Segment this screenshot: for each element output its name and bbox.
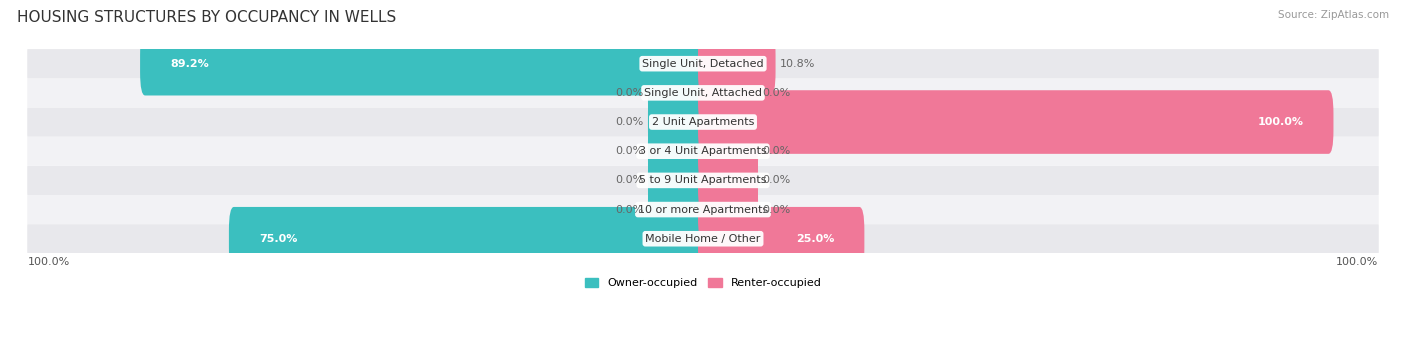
Text: 0.0%: 0.0% xyxy=(616,88,644,98)
Text: 0.0%: 0.0% xyxy=(616,146,644,156)
FancyBboxPatch shape xyxy=(648,119,709,183)
FancyBboxPatch shape xyxy=(648,178,709,241)
Text: 89.2%: 89.2% xyxy=(170,59,209,69)
Text: 100.0%: 100.0% xyxy=(1336,257,1378,267)
FancyBboxPatch shape xyxy=(697,32,776,95)
FancyBboxPatch shape xyxy=(27,78,1379,107)
Text: 2 Unit Apartments: 2 Unit Apartments xyxy=(652,117,754,127)
FancyBboxPatch shape xyxy=(27,107,1379,137)
FancyBboxPatch shape xyxy=(697,90,1333,154)
Text: 3 or 4 Unit Apartments: 3 or 4 Unit Apartments xyxy=(640,146,766,156)
FancyBboxPatch shape xyxy=(27,224,1379,253)
FancyBboxPatch shape xyxy=(697,119,758,183)
Text: 10 or more Apartments: 10 or more Apartments xyxy=(638,205,768,214)
FancyBboxPatch shape xyxy=(27,137,1379,166)
FancyBboxPatch shape xyxy=(648,61,709,125)
FancyBboxPatch shape xyxy=(141,32,709,95)
Text: 0.0%: 0.0% xyxy=(762,175,790,186)
Text: Source: ZipAtlas.com: Source: ZipAtlas.com xyxy=(1278,10,1389,20)
Text: HOUSING STRUCTURES BY OCCUPANCY IN WELLS: HOUSING STRUCTURES BY OCCUPANCY IN WELLS xyxy=(17,10,396,25)
Text: 100.0%: 100.0% xyxy=(1257,117,1303,127)
Text: 0.0%: 0.0% xyxy=(616,117,644,127)
Text: Mobile Home / Other: Mobile Home / Other xyxy=(645,234,761,244)
FancyBboxPatch shape xyxy=(27,166,1379,195)
Text: 0.0%: 0.0% xyxy=(762,205,790,214)
FancyBboxPatch shape xyxy=(648,90,709,154)
FancyBboxPatch shape xyxy=(697,149,758,212)
FancyBboxPatch shape xyxy=(697,207,865,270)
FancyBboxPatch shape xyxy=(27,49,1379,78)
Text: 0.0%: 0.0% xyxy=(616,205,644,214)
FancyBboxPatch shape xyxy=(27,195,1379,224)
FancyBboxPatch shape xyxy=(697,61,758,125)
Text: 10.8%: 10.8% xyxy=(780,59,815,69)
Text: 100.0%: 100.0% xyxy=(28,257,70,267)
Text: Single Unit, Detached: Single Unit, Detached xyxy=(643,59,763,69)
Text: 0.0%: 0.0% xyxy=(616,175,644,186)
Text: 25.0%: 25.0% xyxy=(796,234,834,244)
FancyBboxPatch shape xyxy=(229,207,709,270)
Text: 0.0%: 0.0% xyxy=(762,88,790,98)
Text: 0.0%: 0.0% xyxy=(762,146,790,156)
Text: 5 to 9 Unit Apartments: 5 to 9 Unit Apartments xyxy=(640,175,766,186)
FancyBboxPatch shape xyxy=(648,149,709,212)
Text: 75.0%: 75.0% xyxy=(259,234,297,244)
Text: Single Unit, Attached: Single Unit, Attached xyxy=(644,88,762,98)
Legend: Owner-occupied, Renter-occupied: Owner-occupied, Renter-occupied xyxy=(581,273,825,293)
FancyBboxPatch shape xyxy=(697,178,758,241)
